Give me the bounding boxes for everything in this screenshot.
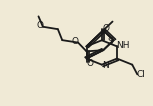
Text: O: O [37,21,44,30]
Text: O: O [72,37,79,46]
Text: S: S [107,37,113,46]
Text: N: N [102,61,109,70]
Text: O: O [86,59,93,68]
Text: Cl: Cl [136,70,145,79]
Text: NH: NH [116,41,130,50]
Text: O: O [102,24,109,33]
